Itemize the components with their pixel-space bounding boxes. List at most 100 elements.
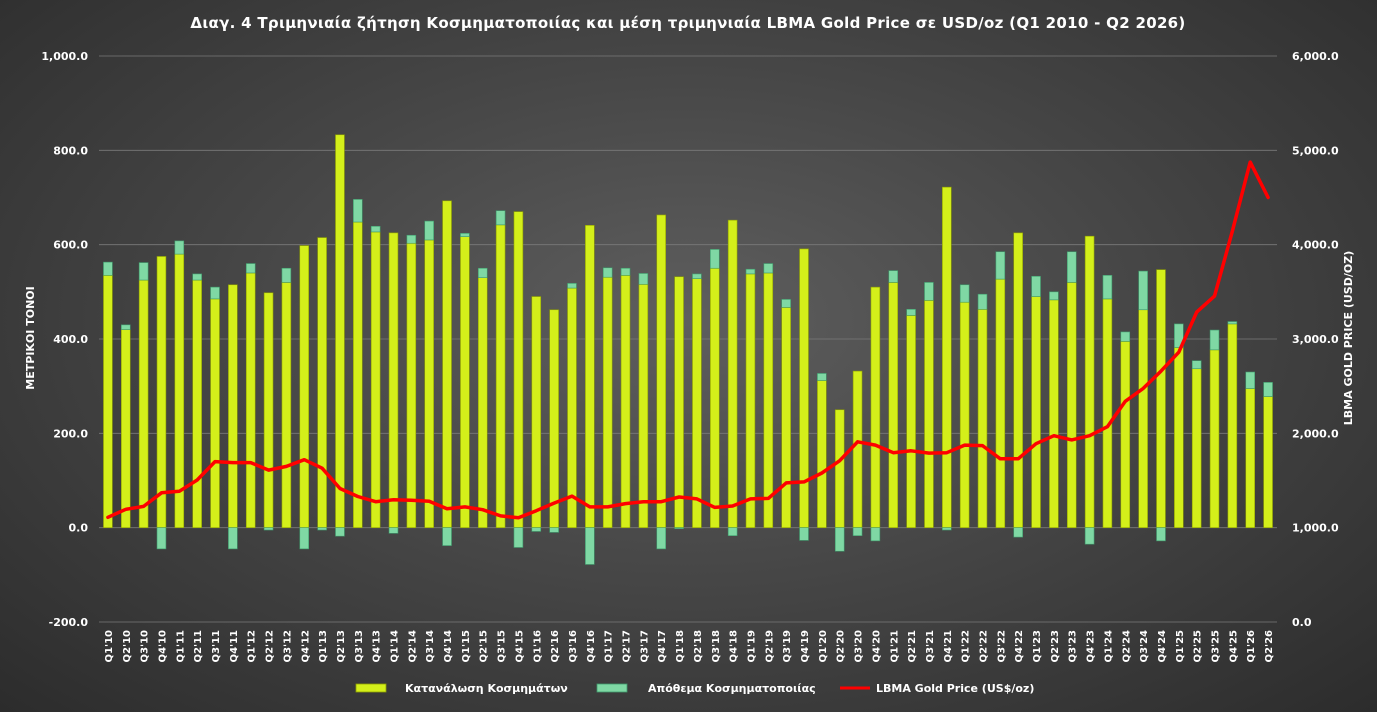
stock-bar: [263, 527, 274, 531]
bar-marks: [103, 134, 1273, 565]
x-axis-tick: Q3'24: [1139, 630, 1150, 662]
jewellery-bar: [317, 237, 327, 528]
gold-price-line: [106, 160, 1270, 520]
stock-bar: [513, 527, 524, 548]
stock-bar: [317, 527, 327, 531]
jewellery-bar: [424, 239, 434, 528]
stock-bar: [1031, 275, 1041, 297]
x-axis-tick: Q4'12: [300, 630, 311, 662]
x-axis-tick: Q1'10: [104, 630, 115, 662]
jewellery-bar: [1120, 341, 1131, 528]
stock-bar: [799, 527, 809, 541]
left-axis-tick: 600.0: [53, 239, 88, 252]
x-axis-tick: Q2'24: [1121, 630, 1132, 662]
right-axis-tick: 1,000.0: [1292, 522, 1339, 535]
x-axis-tick: Q4'20: [871, 630, 882, 662]
x-axis-tick: Q2'11: [193, 630, 204, 662]
jewellery-bar: [406, 242, 417, 528]
jewellery-bar: [1245, 388, 1255, 528]
x-axis-tick: Q4'24: [1157, 630, 1168, 662]
stock-bar: [710, 249, 720, 269]
left-axis-tick: 1,000.0: [41, 50, 88, 63]
stock-bar: [602, 267, 613, 278]
jewellery-bar: [692, 278, 702, 528]
stock-bar: [1174, 323, 1184, 348]
x-axis-tick: Q2'25: [1193, 630, 1204, 662]
jewellery-bar: [1031, 296, 1041, 528]
stock-bar: [1049, 291, 1059, 301]
jewellery-bar: [1013, 232, 1023, 528]
x-axis-tick: Q2'23: [1050, 630, 1061, 662]
x-axis-tick: Q2'16: [550, 630, 561, 662]
x-axis-tick: Q4'19: [800, 630, 811, 662]
jewellery-bar: [745, 273, 756, 528]
right-axis-label: LBMA GOLD PRICE (USD/OZ): [1342, 251, 1355, 425]
stock-bar: [567, 283, 577, 289]
jewellery-bar: [1049, 299, 1059, 528]
x-axis-tick: Q3'18: [711, 630, 722, 662]
x-axis-tick: Q1'19: [747, 630, 758, 662]
jewellery-bar: [1138, 309, 1148, 528]
x-axis-tick: Q4'15: [514, 630, 525, 662]
stock-bar: [1227, 321, 1238, 325]
x-axis-tick: Q2'19: [764, 630, 775, 662]
stock-bar: [781, 299, 791, 308]
jewellery-bar: [442, 200, 452, 528]
stock-bar: [353, 199, 363, 223]
jewellery-bar: [710, 267, 720, 528]
jewellery-bar: [138, 279, 149, 528]
x-axis-tick: Q4'17: [657, 630, 668, 662]
legend-label-jewellery: Κατανάλωση Κοσμημάτων: [405, 682, 568, 695]
left-axis-ticks: -200.0 0.0 200.0 400.0 600.0 800.0 1,000.0: [41, 50, 88, 629]
jewellery-bar: [781, 307, 791, 528]
jewellery-bar: [121, 329, 131, 528]
jewellery-bar: [924, 300, 934, 528]
jewellery-bar: [585, 225, 595, 528]
x-axis-tick: Q1'18: [675, 630, 686, 662]
x-axis-tick: Q2'12: [265, 630, 276, 662]
stock-bar: [335, 527, 345, 537]
x-axis-tick: Q3'15: [497, 630, 508, 662]
jewellery-bar: [656, 214, 666, 528]
stock-bar: [549, 527, 559, 533]
x-axis-tick: Q1'12: [247, 630, 258, 662]
x-axis-tick: Q3'19: [782, 630, 793, 662]
jewellery-bar: [477, 277, 488, 528]
x-axis-tick: Q3'11: [211, 630, 222, 662]
x-axis-tick: Q3'17: [639, 630, 650, 662]
jewellery-bar: [103, 275, 113, 528]
stock-bar: [995, 251, 1006, 280]
x-axis-tick: Q3'25: [1211, 630, 1222, 662]
jewellery-bar: [942, 186, 952, 528]
stock-bar: [656, 527, 666, 550]
x-axis-tick: Q4'25: [1228, 630, 1239, 662]
x-axis-tick: Q2'20: [836, 630, 847, 662]
jewellery-bar: [1102, 298, 1113, 528]
stock-bar: [763, 263, 774, 274]
stock-bar: [1138, 270, 1148, 311]
stock-bar: [959, 284, 970, 303]
x-axis-tick: Q3'10: [140, 630, 151, 662]
right-axis-ticks: 0.0 1,000.0 2,000.0 3,000.0 4,000.0 5,000.0 6,…: [1292, 50, 1339, 629]
right-axis-tick: 2,000.0: [1292, 427, 1339, 440]
jewellery-bar: [763, 272, 774, 528]
stock-bar: [674, 527, 684, 529]
x-axis-tick: Q1'17: [604, 630, 615, 662]
jewellery-bar: [531, 296, 542, 528]
jewellery-bar: [1191, 368, 1202, 528]
jewellery-bar: [156, 256, 167, 528]
jewellery-bar: [888, 282, 899, 528]
x-axis-tick: Q3'22: [996, 630, 1007, 662]
stock-bar: [245, 263, 256, 274]
legend-swatch-stock: [596, 683, 628, 693]
stock-bar: [103, 261, 113, 276]
jewellery-bar: [852, 370, 863, 528]
x-axis-tick: Q4'10: [158, 630, 169, 662]
stock-bar: [620, 267, 631, 276]
jewellery-bar: [638, 283, 649, 528]
jewellery-bar: [299, 245, 310, 528]
chart-title: Διαγ. 4 Τριμηνιαία ζήτηση Κοσμηματοποιία…: [190, 14, 1185, 32]
right-axis-tick: 6,000.0: [1292, 50, 1339, 63]
x-axis-tick: Q3'23: [1068, 630, 1079, 662]
